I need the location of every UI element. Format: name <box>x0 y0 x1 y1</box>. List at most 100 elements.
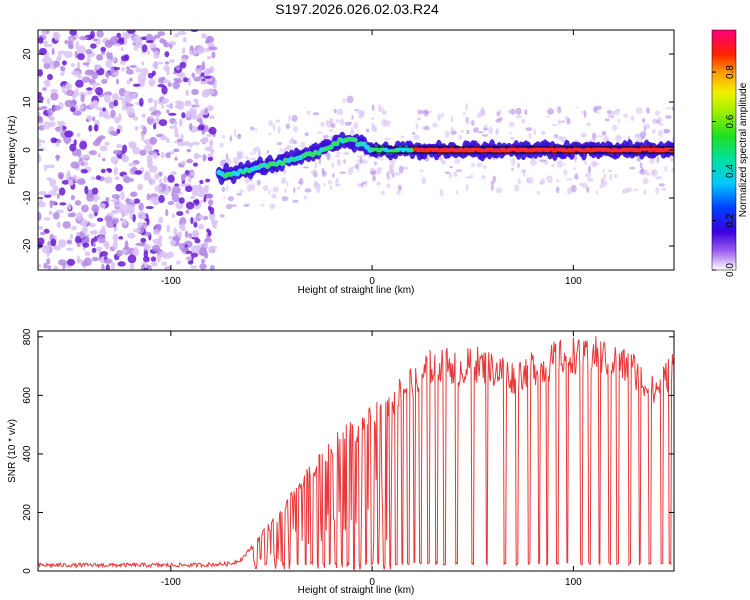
track-smear <box>601 130 607 136</box>
track-smear <box>478 131 484 134</box>
noise-speckle <box>47 73 53 81</box>
x-tick-label: -100 <box>161 276 181 287</box>
noise-speckle <box>112 72 119 76</box>
noise-speckle <box>156 254 162 263</box>
track-smear <box>243 204 250 207</box>
track-smear <box>460 129 465 133</box>
track-smear <box>249 152 255 155</box>
noise-speckle <box>129 64 137 69</box>
noise-speckle <box>90 176 97 180</box>
track-smear <box>465 176 472 179</box>
track-smear <box>346 95 354 104</box>
noise-speckle <box>55 209 64 214</box>
track-smear <box>370 170 377 176</box>
noise-speckle <box>89 222 96 228</box>
track-smear <box>356 155 364 158</box>
noise-speckle <box>75 40 80 50</box>
track-smear <box>351 166 355 169</box>
noise-speckle <box>133 228 141 233</box>
noise-speckle <box>158 216 164 224</box>
noise-speckle <box>188 142 193 148</box>
track-smear <box>384 137 391 141</box>
track-smear <box>252 147 258 154</box>
track-smear <box>517 162 520 168</box>
track-smear <box>609 173 613 181</box>
noise-speckle <box>158 194 165 204</box>
noise-speckle <box>175 79 183 84</box>
snr-x-ticks: -100 0 100 <box>161 331 582 588</box>
noise-speckle <box>43 217 51 221</box>
noise-speckle <box>61 60 67 66</box>
noise-speckle <box>174 33 180 38</box>
track-smear <box>607 169 613 173</box>
noise-speckle <box>114 203 121 208</box>
noise-speckle <box>181 47 186 54</box>
noise-speckle <box>184 101 192 107</box>
track-smear <box>396 190 401 196</box>
noise-speckle <box>70 106 76 113</box>
track-smear <box>656 155 660 164</box>
track-smear <box>483 124 488 132</box>
track-smear <box>633 188 639 191</box>
track-smear <box>271 193 277 199</box>
noise-speckle <box>108 101 115 109</box>
noise-speckle <box>148 178 156 186</box>
noise-speckle <box>186 148 192 153</box>
noise-speckle <box>150 261 158 267</box>
noise-speckle <box>75 79 84 88</box>
track-smear <box>465 183 469 192</box>
noise-speckle <box>50 92 59 101</box>
noise-speckle <box>189 107 195 115</box>
noise-speckle <box>170 171 177 176</box>
noise-speckle <box>91 116 96 122</box>
track-smear <box>658 183 665 187</box>
noise-speckle <box>143 173 152 181</box>
track-smear <box>600 179 608 188</box>
noise-speckle <box>200 72 205 77</box>
noise-speckle <box>43 262 48 269</box>
noise-speckle <box>156 113 160 118</box>
noise-speckle <box>161 105 165 109</box>
track-smear <box>515 107 522 115</box>
noise-speckle <box>154 185 163 192</box>
track-smear <box>557 119 562 125</box>
snr-y-label: SNR (10 * v/v) <box>7 419 18 483</box>
noise-speckle <box>96 136 103 142</box>
track-smear <box>347 167 354 176</box>
noise-speckle <box>113 99 119 107</box>
track-smear <box>603 173 607 180</box>
track-smear <box>336 108 344 116</box>
noise-speckle <box>201 33 207 39</box>
noise-speckle <box>190 216 194 225</box>
track-smear <box>576 106 579 109</box>
track-smear <box>471 120 475 126</box>
noise-speckle <box>130 141 137 148</box>
x-tick-label: 0 <box>369 276 375 287</box>
noise-speckle <box>180 133 184 141</box>
noise-speckle <box>212 221 218 229</box>
track-smear <box>449 166 454 169</box>
track-smear <box>613 173 618 178</box>
noise-speckle <box>190 171 195 177</box>
noise-speckle <box>81 154 91 159</box>
track-smear <box>623 113 629 118</box>
track-smear <box>336 159 342 166</box>
noise-speckle <box>96 217 104 222</box>
noise-speckle <box>178 118 183 128</box>
noise-speckle <box>179 217 187 226</box>
noise-speckle <box>207 156 214 162</box>
noise-speckle <box>141 61 145 66</box>
noise-speckle <box>93 197 98 202</box>
noise-speckle <box>70 62 76 67</box>
track-smear <box>514 184 520 192</box>
noise-speckle <box>86 87 93 91</box>
noise-speckle <box>116 128 121 134</box>
noise-speckle <box>66 239 73 245</box>
noise-speckle <box>38 111 41 117</box>
track-smear <box>646 107 650 114</box>
track-smear <box>335 154 341 158</box>
spectrogram-x-ticks: -100 0 100 <box>161 30 582 287</box>
y-tick-label: 400 <box>22 445 33 462</box>
noise-speckle <box>142 126 147 135</box>
